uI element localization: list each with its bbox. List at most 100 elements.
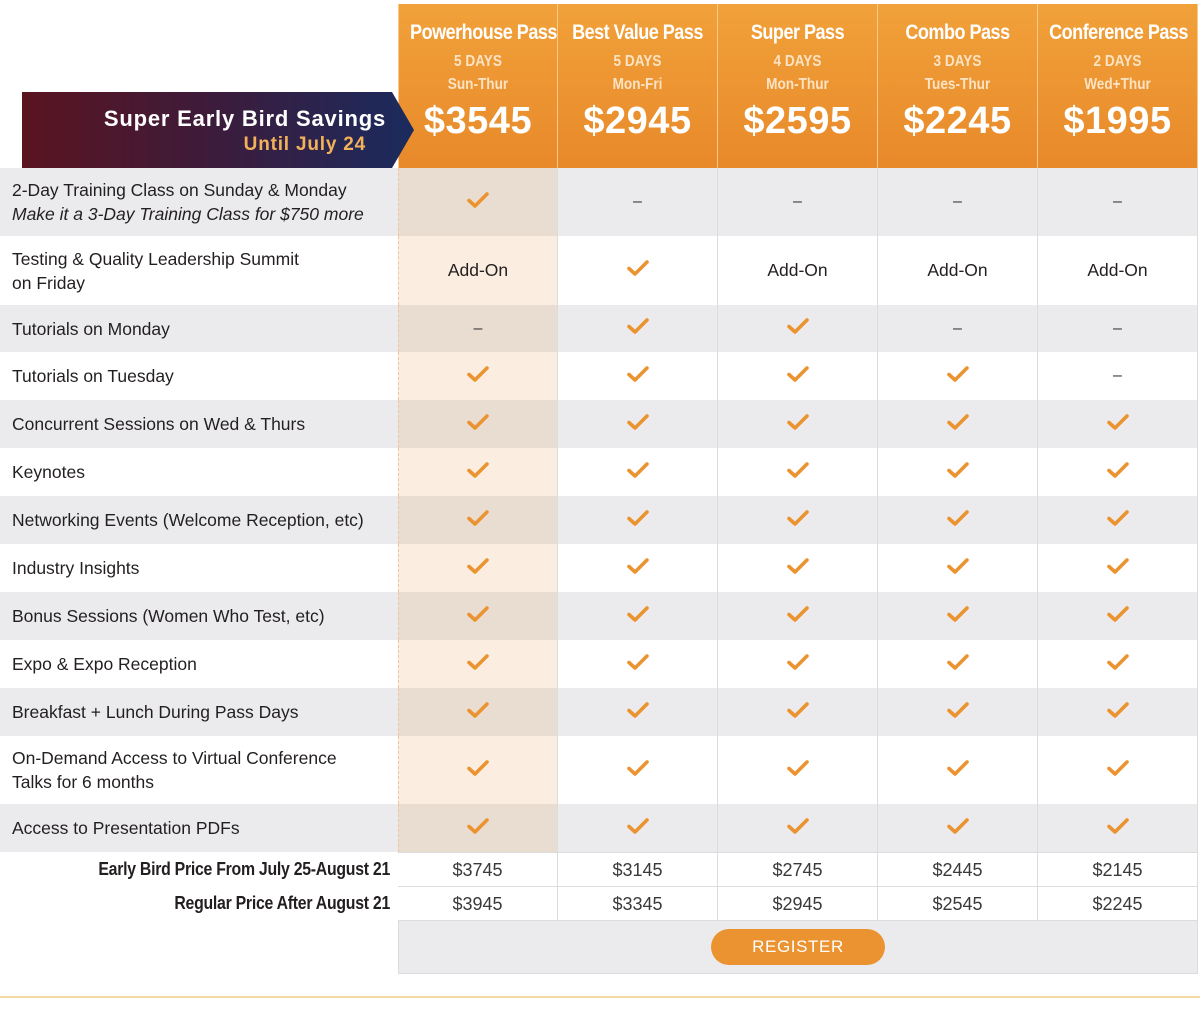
- feature-cell: [558, 544, 718, 592]
- price-cell: $3345: [558, 886, 718, 920]
- feature-cell: Add-On: [398, 236, 558, 305]
- footer-divider: [0, 996, 1200, 998]
- feature-label-text: Networking Events (Welcome Reception, et…: [12, 510, 364, 530]
- check-icon: [786, 817, 809, 840]
- check-icon: [786, 701, 809, 724]
- pass-range: Tues-Thur: [924, 76, 991, 93]
- feature-cell: [878, 804, 1038, 852]
- check-icon: [946, 701, 969, 724]
- feature-label: Networking Events (Welcome Reception, et…: [0, 496, 398, 544]
- feature-cell: [718, 736, 878, 804]
- feature-label-text: Concurrent Sessions on Wed & Thurs: [12, 414, 306, 434]
- not-included-dash: –: [1113, 193, 1122, 210]
- not-included-dash: –: [953, 319, 962, 337]
- feature-cell: –: [1038, 352, 1198, 400]
- feature-cell: [398, 804, 558, 852]
- price-row-label: Early Bird Price From July 25-August 21: [98, 859, 390, 879]
- feature-cell: –: [1038, 305, 1198, 352]
- feature-label: Concurrent Sessions on Wed & Thurs: [0, 400, 398, 448]
- check-icon: [1106, 817, 1129, 840]
- feature-label-text: Access to Presentation PDFs: [12, 818, 240, 838]
- price-cell: $2445: [878, 852, 1038, 886]
- feature-label: Bonus Sessions (Women Who Test, etc): [0, 592, 398, 640]
- feature-cell: [718, 544, 878, 592]
- check-icon: [786, 461, 809, 484]
- check-icon: [946, 413, 969, 436]
- pass-name: Combo Pass: [905, 21, 1010, 44]
- feature-cell: [398, 352, 558, 400]
- feature-cell: –: [878, 168, 1038, 236]
- feature-cell: [878, 352, 1038, 400]
- pass-price: $2595: [743, 100, 852, 142]
- price-cell: $2545: [878, 886, 1038, 920]
- feature-label: Keynotes: [0, 448, 398, 496]
- price-cell: $2245: [1038, 886, 1198, 920]
- feature-cell: [718, 804, 878, 852]
- pass-header: Conference Pass 2 DAYS Wed+Thur $1995: [1038, 4, 1198, 168]
- check-icon: [467, 605, 489, 628]
- feature-row: Keynotes: [0, 448, 1198, 496]
- feature-cell: [718, 640, 878, 688]
- feature-cell: [558, 640, 718, 688]
- check-icon: [1106, 461, 1129, 484]
- feature-cell: [398, 168, 558, 236]
- feature-label: Expo & Expo Reception: [0, 640, 398, 688]
- check-icon: [626, 365, 649, 388]
- check-icon: [626, 817, 649, 840]
- early-bird-banner: Super Early Bird Savings Until July 24: [22, 92, 414, 168]
- feature-cell: [558, 688, 718, 736]
- feature-cell: [878, 544, 1038, 592]
- feature-cell: [718, 496, 878, 544]
- feature-label-text: Talks for 6 months: [12, 772, 154, 792]
- register-button[interactable]: REGISTER: [711, 929, 885, 965]
- check-icon: [1106, 701, 1129, 724]
- addon-text: Add-On: [1087, 260, 1148, 280]
- feature-label-text: Tutorials on Tuesday: [12, 366, 174, 386]
- check-icon: [626, 461, 649, 484]
- feature-cell: [558, 736, 718, 804]
- pass-days: 2 DAYS: [1093, 53, 1142, 70]
- feature-cell: [1038, 400, 1198, 448]
- check-icon: [626, 317, 649, 340]
- feature-cell: [718, 352, 878, 400]
- check-icon: [946, 509, 969, 532]
- check-icon: [467, 653, 489, 676]
- feature-cell: [558, 305, 718, 352]
- feature-cell: [398, 496, 558, 544]
- check-icon: [467, 701, 489, 724]
- check-icon: [946, 605, 969, 628]
- feature-cell: –: [1038, 168, 1198, 236]
- check-icon: [946, 653, 969, 676]
- feature-cell: [1038, 640, 1198, 688]
- feature-label: Testing & Quality Leadership Summit on Fr…: [0, 236, 398, 305]
- feature-cell: [718, 400, 878, 448]
- banner-title: Super Early Bird Savings: [103, 106, 386, 131]
- feature-cell: Add-On: [1038, 236, 1198, 305]
- feature-row: Industry Insights: [0, 544, 1198, 592]
- check-icon: [786, 413, 809, 436]
- check-icon: [946, 461, 969, 484]
- feature-row: Concurrent Sessions on Wed & Thurs: [0, 400, 1198, 448]
- feature-cell: –: [558, 168, 718, 236]
- check-icon: [467, 557, 489, 580]
- banner-subtitle: Until July 24: [243, 134, 366, 155]
- addon-text: Add-On: [927, 260, 988, 280]
- feature-cell: [398, 592, 558, 640]
- feature-row: Tutorials on Tuesday –: [0, 352, 1198, 400]
- feature-cell: [558, 592, 718, 640]
- check-icon: [786, 605, 809, 628]
- feature-row: Tutorials on Monday – – –: [0, 305, 1198, 352]
- check-icon: [467, 759, 489, 782]
- feature-label-text: Keynotes: [12, 462, 85, 482]
- check-icon: [626, 259, 649, 282]
- feature-label: Tutorials on Tuesday: [0, 352, 398, 400]
- feature-label-text: On-Demand Access to Virtual Conference: [12, 748, 337, 768]
- feature-cell: [878, 496, 1038, 544]
- check-icon: [467, 509, 489, 532]
- check-icon: [1106, 413, 1129, 436]
- feature-cell: [558, 496, 718, 544]
- not-included-dash: –: [793, 193, 802, 210]
- check-icon: [467, 461, 489, 484]
- feature-cell: [1038, 592, 1198, 640]
- feature-label: Industry Insights: [0, 544, 398, 592]
